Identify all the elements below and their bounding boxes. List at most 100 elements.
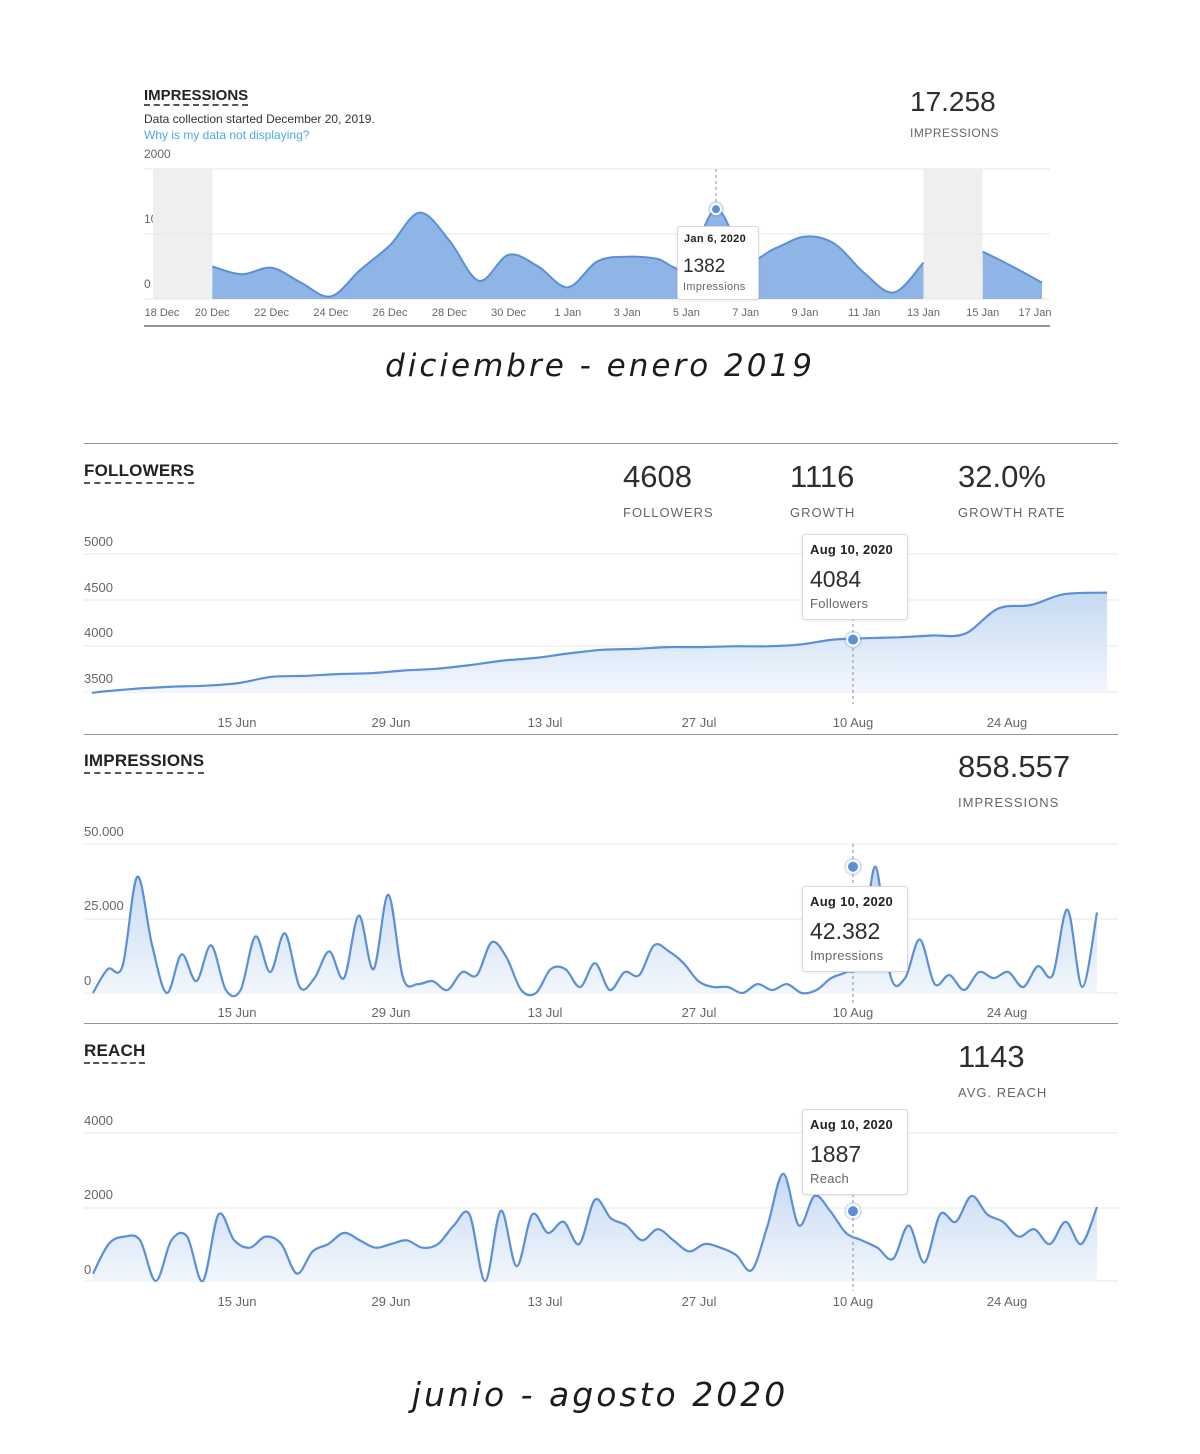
x-tick: 15 Jun	[217, 1005, 257, 1020]
x-tick: 17 Jan	[1018, 307, 1052, 319]
series-area	[982, 251, 1042, 299]
growth-rate-value: 32.0%	[958, 459, 1046, 494]
x-tick: 26 Dec	[372, 307, 408, 319]
help-link[interactable]: Why is my data not displaying?	[144, 128, 310, 142]
tooltip-value: 42.382	[810, 918, 881, 944]
x-tick: 15 Jun	[217, 1294, 257, 1309]
x-tick: 13 Jul	[527, 1294, 563, 1309]
y-tick: 0	[84, 1262, 92, 1277]
impressions-2020-total-label: IMPRESSIONS	[958, 795, 1060, 810]
tooltip-point	[846, 632, 860, 647]
growth-value: 1116	[790, 459, 855, 494]
x-tick: 28 Dec	[431, 307, 467, 319]
y-tick: 3500	[84, 671, 113, 686]
x-tick: 27 Jul	[681, 1294, 717, 1309]
y-tick: 5000	[84, 534, 113, 549]
x-tick: 9 Jan	[791, 307, 819, 319]
tooltip-date: Aug 10, 2020	[810, 542, 894, 557]
x-tick: 29 Jun	[371, 715, 411, 730]
tooltip-metric: Impressions	[810, 948, 884, 963]
tooltip-value: 1382	[683, 256, 726, 277]
x-tick: 29 Jun	[371, 1005, 411, 1020]
followers-title[interactable]: FOLLOWERS	[84, 461, 195, 484]
x-tick: 24 Aug	[986, 715, 1028, 730]
y-tick: 50.000	[84, 824, 124, 839]
impressions-2020-total: 858.557	[958, 749, 1071, 784]
x-tick: 24 Aug	[986, 1294, 1028, 1309]
tooltip-metric: Impressions	[683, 281, 746, 293]
y-tick: 0	[84, 973, 92, 988]
section-divider	[84, 443, 1118, 444]
y-tick: 4000	[84, 1113, 113, 1128]
impressions-2020-chart	[84, 843, 1118, 1003]
tooltip-date: Aug 10, 2020	[810, 1117, 894, 1132]
avg-reach-label: AVG. REACH	[958, 1085, 1048, 1100]
tooltip-metric: Reach	[810, 1171, 850, 1186]
tooltip: Aug 10, 2020 42.382 Impressions	[802, 886, 908, 972]
x-tick: 13 Jan	[906, 307, 940, 319]
x-tick: 24 Dec	[313, 307, 349, 319]
x-tick: 10 Aug	[832, 715, 874, 730]
tooltip-date: Jan 6, 2020	[684, 233, 747, 245]
x-tick: 20 Dec	[194, 307, 230, 319]
series-line	[91, 591, 1108, 694]
x-tick: 13 Jul	[527, 1005, 563, 1020]
caption-bottom: junio - agosto 2020	[411, 1375, 789, 1414]
x-tick: 10 Aug	[832, 1005, 874, 1020]
x-tick: 15 Jan	[966, 307, 1000, 319]
x-tick: 13 Jul	[527, 715, 563, 730]
tooltip-metric: Followers	[810, 596, 869, 611]
x-tick: 18 Dec	[144, 307, 180, 319]
tooltip: Aug 10, 2020 1887 Reach	[802, 1109, 908, 1195]
y-tick: 0	[144, 277, 151, 291]
tooltip-value: 4084	[810, 566, 862, 592]
tooltip-point	[710, 203, 723, 216]
chart-baseline	[144, 325, 1050, 327]
followers-count-label: FOLLOWERS	[623, 505, 714, 520]
tooltip: Aug 10, 2020 4084 Followers	[802, 534, 908, 620]
x-tick: 5 Jan	[672, 307, 700, 319]
y-tick: 2000	[144, 147, 171, 161]
reach-title[interactable]: REACH	[84, 1041, 146, 1064]
impressions-2019-title[interactable]: IMPRESSIONS	[144, 87, 249, 106]
x-tick: 10 Aug	[832, 1294, 874, 1309]
growth-rate-label: GROWTH RATE	[958, 505, 1066, 520]
avg-reach-value: 1143	[958, 1039, 1025, 1074]
reach-chart	[84, 1132, 1118, 1291]
caption-top: diciembre - enero 2019	[385, 348, 815, 384]
tooltip-date: Aug 10, 2020	[810, 894, 894, 909]
section-divider	[84, 1023, 1118, 1024]
series-area	[93, 866, 1097, 997]
x-tick: 27 Jul	[681, 715, 717, 730]
tooltip-point	[846, 859, 860, 874]
data-collection-note: Data collection started December 20, 201…	[144, 112, 375, 126]
x-tick: 22 Dec	[254, 307, 289, 319]
impressions-2020-title[interactable]: IMPRESSIONS	[84, 751, 205, 774]
x-tick: 27 Jul	[681, 1005, 717, 1020]
section-divider	[84, 734, 1118, 735]
series-line	[212, 208, 925, 298]
tooltip-point	[846, 1204, 860, 1219]
x-tick: 30 Dec	[491, 307, 527, 319]
followers-count: 4608	[623, 459, 692, 494]
followers-chart	[84, 553, 1118, 704]
tooltip: Jan 6, 2020 1382 Impressions	[677, 226, 759, 300]
x-tick: 29 Jun	[371, 1294, 411, 1309]
impressions-2019-total: 17.258	[910, 86, 996, 117]
series-line	[92, 1172, 1099, 1283]
tooltip-value: 1887	[810, 1141, 862, 1167]
y-tick: 2000	[84, 1187, 113, 1202]
growth-label: GROWTH	[790, 505, 856, 520]
x-tick: 15 Jun	[217, 715, 257, 730]
x-tick: 1 Jan	[554, 307, 582, 319]
x-tick: 11 Jan	[848, 307, 881, 319]
series-area	[93, 1173, 1097, 1282]
y-tick: 4000	[84, 625, 113, 640]
y-tick: 4500	[84, 580, 113, 595]
x-tick: 24 Aug	[986, 1005, 1028, 1020]
y-tick: 25.000	[84, 898, 124, 913]
x-tick: 3 Jan	[613, 307, 641, 319]
series-line	[982, 250, 1043, 284]
series-line	[92, 865, 1099, 998]
x-tick: 7 Jan	[732, 307, 760, 319]
